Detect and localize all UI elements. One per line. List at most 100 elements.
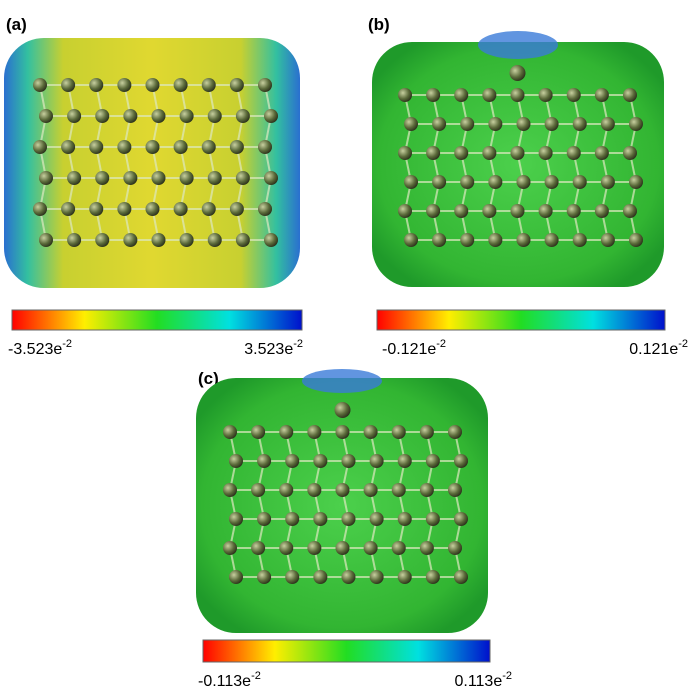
atom [208, 171, 222, 185]
atom [89, 140, 103, 154]
atom [152, 109, 166, 123]
atom [482, 146, 496, 160]
esp-surface [4, 38, 300, 288]
atom [454, 146, 468, 160]
atom [336, 483, 350, 497]
atom [33, 202, 47, 216]
atom [392, 541, 406, 555]
atom [285, 454, 299, 468]
atom [545, 233, 559, 247]
atom [202, 78, 216, 92]
atom [398, 204, 412, 218]
figure: (a) (b) (c) -3.523e-2 3.523e-2 -0.121e-2… [0, 0, 691, 691]
atom [67, 233, 81, 247]
atom [432, 175, 446, 189]
atom [511, 146, 525, 160]
atom [392, 425, 406, 439]
atom [517, 175, 531, 189]
atom [601, 175, 615, 189]
atom [392, 483, 406, 497]
atom [202, 140, 216, 154]
atom [95, 171, 109, 185]
atom [629, 233, 643, 247]
atom [482, 204, 496, 218]
panel-label: (b) [368, 15, 390, 34]
atom [398, 88, 412, 102]
atom [629, 117, 643, 131]
atom [117, 78, 131, 92]
atom [573, 117, 587, 131]
atom [370, 570, 384, 584]
atom [342, 454, 356, 468]
atom [595, 204, 609, 218]
atom [61, 202, 75, 216]
atom [398, 146, 412, 160]
atom [426, 512, 440, 526]
atom [426, 570, 440, 584]
atom [426, 454, 440, 468]
atom [307, 425, 321, 439]
atom [307, 541, 321, 555]
atom [39, 109, 53, 123]
atom [488, 233, 502, 247]
panel-label: (a) [6, 15, 27, 34]
atom [95, 109, 109, 123]
atom [567, 204, 581, 218]
atom [146, 202, 160, 216]
atom [426, 146, 440, 160]
atom [117, 140, 131, 154]
atom [595, 88, 609, 102]
atom [230, 202, 244, 216]
atom [601, 233, 615, 247]
atom [364, 425, 378, 439]
atom [223, 541, 237, 555]
atom [460, 117, 474, 131]
atom [432, 117, 446, 131]
atom [420, 483, 434, 497]
atom [33, 140, 47, 154]
atom [174, 140, 188, 154]
atom [517, 233, 531, 247]
atom [398, 570, 412, 584]
atom [180, 171, 194, 185]
atom [152, 171, 166, 185]
atom [285, 570, 299, 584]
atom [573, 233, 587, 247]
atom [623, 88, 637, 102]
atom [623, 204, 637, 218]
atom [258, 140, 272, 154]
atom [146, 140, 160, 154]
atom [67, 109, 81, 123]
atom [61, 140, 75, 154]
color-bar [12, 310, 302, 330]
atom [454, 454, 468, 468]
color-bar-max: 0.113e-2 [454, 670, 512, 690]
atom [432, 233, 446, 247]
atom [208, 233, 222, 247]
atom [454, 88, 468, 102]
esp-lobe [302, 369, 382, 393]
atom [264, 109, 278, 123]
atom [454, 512, 468, 526]
atom [61, 78, 75, 92]
atom [601, 117, 615, 131]
atom [448, 425, 462, 439]
atom [257, 454, 271, 468]
atom [39, 171, 53, 185]
atom [342, 512, 356, 526]
atom [454, 570, 468, 584]
atom [229, 512, 243, 526]
atom [404, 175, 418, 189]
atom [545, 175, 559, 189]
atom [251, 425, 265, 439]
color-bar [203, 640, 490, 662]
atom [420, 425, 434, 439]
atom [39, 233, 53, 247]
atom [623, 146, 637, 160]
atom [488, 117, 502, 131]
atom [511, 88, 525, 102]
atom [152, 233, 166, 247]
atom [545, 117, 559, 131]
atom [257, 512, 271, 526]
atom [117, 202, 131, 216]
